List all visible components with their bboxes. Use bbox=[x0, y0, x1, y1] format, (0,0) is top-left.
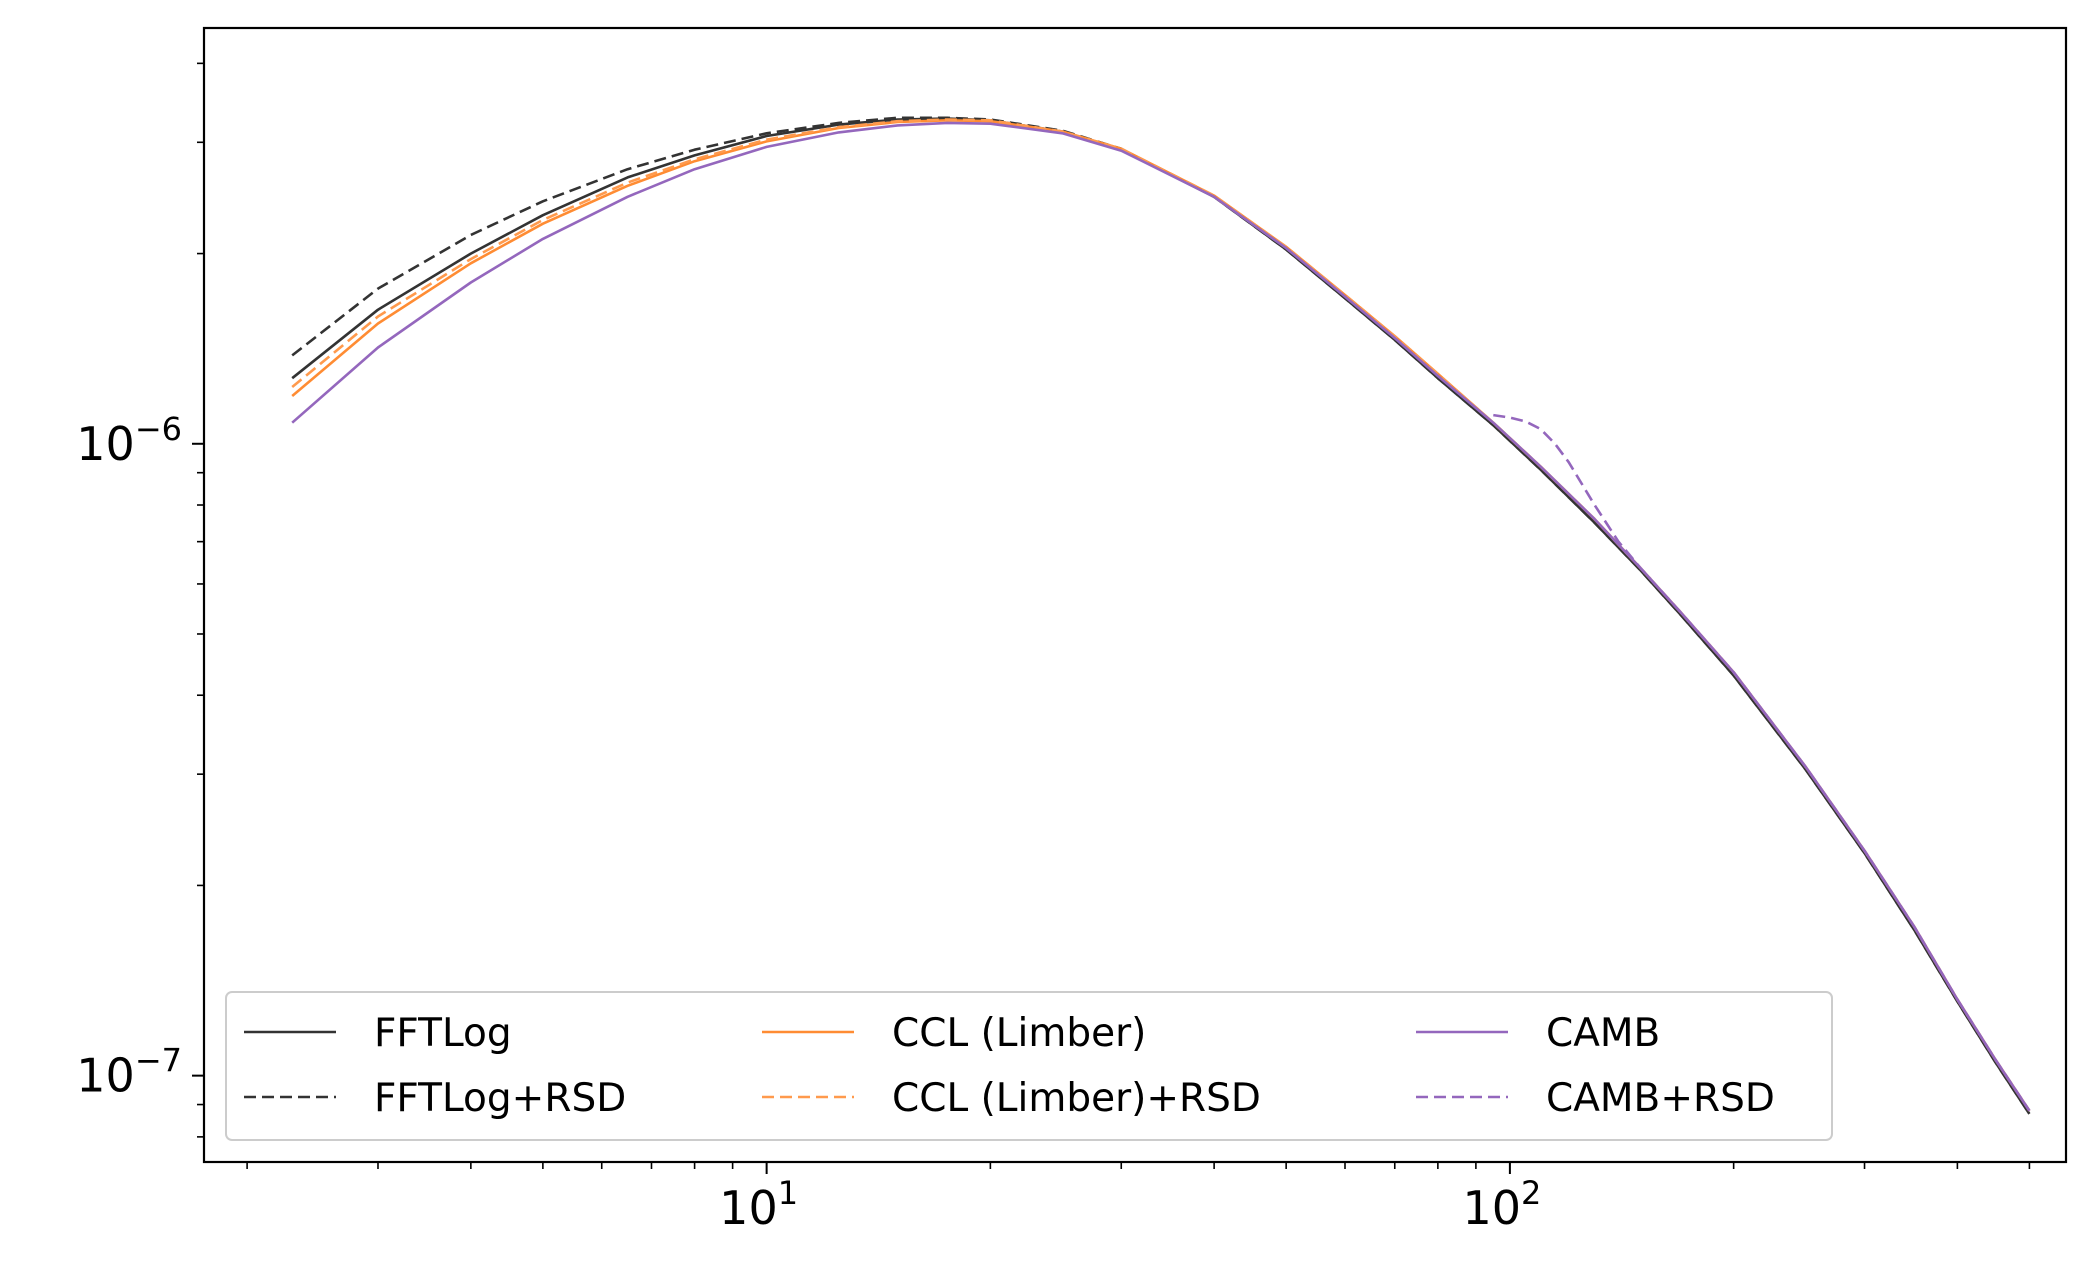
legend-label: CAMB+RSD bbox=[1546, 1076, 1775, 1121]
y-tick-label: 10−7 bbox=[76, 1042, 182, 1103]
legend: FFTLog FFTLog+RSD CCL (Limber) CCL (Limber)… bbox=[225, 991, 1833, 1141]
y-tick-label: 10−6 bbox=[76, 410, 182, 471]
legend-label: CCL (Limber)+RSD bbox=[892, 1076, 1261, 1121]
series-line-5 bbox=[1493, 413, 2031, 1112]
legend-box bbox=[225, 991, 1833, 1141]
x-tick-label: 101 bbox=[719, 1174, 798, 1235]
legend-label: CAMB bbox=[1546, 1011, 1660, 1056]
legend-label: FFTLog bbox=[374, 1011, 512, 1056]
series-layer bbox=[291, 116, 2031, 1115]
x-tick-label: 102 bbox=[1462, 1174, 1541, 1235]
legend-label: FFTLog+RSD bbox=[374, 1076, 626, 1121]
axes-frame bbox=[202, 26, 2068, 1164]
tick-layer: 101 102 10−6 10−7 bbox=[76, 62, 2031, 1235]
legend-label: CCL (Limber) bbox=[892, 1011, 1146, 1056]
